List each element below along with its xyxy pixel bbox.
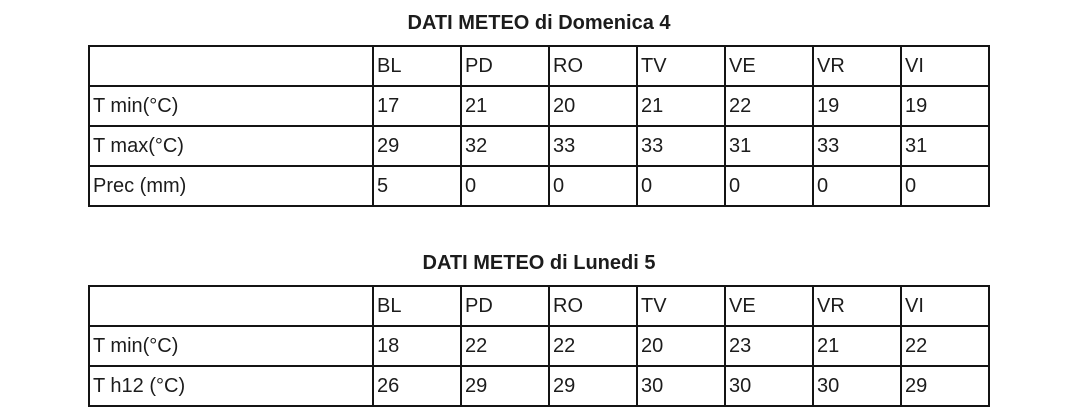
data-cell: 31 <box>900 125 990 167</box>
data-cell: 29 <box>372 125 462 167</box>
data-cell: 0 <box>724 165 814 207</box>
data-cell: 22 <box>724 85 814 127</box>
data-cell: 18 <box>372 325 462 367</box>
header-row: BL PD RO TV VE VR VI <box>88 45 990 87</box>
data-cell: 21 <box>812 325 902 367</box>
data-cell: 0 <box>548 165 638 207</box>
data-cell: 17 <box>372 85 462 127</box>
data-cell: 0 <box>812 165 902 207</box>
data-cell: 0 <box>460 165 550 207</box>
data-cell: 29 <box>548 365 638 407</box>
column-header-cell: TV <box>636 45 726 87</box>
column-header-cell: VI <box>900 285 990 327</box>
data-cell: 0 <box>636 165 726 207</box>
column-header-cell: VE <box>724 45 814 87</box>
column-header-cell: TV <box>636 285 726 327</box>
column-header-cell: BL <box>372 285 462 327</box>
data-cell: 29 <box>900 365 990 407</box>
data-cell: 21 <box>460 85 550 127</box>
column-header-cell: VI <box>900 45 990 87</box>
row-label-cell: T max(°C) <box>88 125 374 167</box>
table-row: T max(°C) 29 32 33 33 31 33 31 <box>88 125 990 167</box>
weather-table-monday: BL PD RO TV VE VR VI T min(°C) 18 22 22 20 23 21 22 T h… <box>88 285 990 407</box>
table-row: T min(°C) 17 21 20 21 22 19 19 <box>88 85 990 127</box>
data-cell: 31 <box>724 125 814 167</box>
data-cell: 0 <box>900 165 990 207</box>
column-header-cell: PD <box>460 45 550 87</box>
column-header-cell: RO <box>548 45 638 87</box>
data-cell: 5 <box>372 165 462 207</box>
row-label-cell: T min(°C) <box>88 325 374 367</box>
data-cell: 19 <box>812 85 902 127</box>
column-header-cell: VR <box>812 285 902 327</box>
header-row: BL PD RO TV VE VR VI <box>88 285 990 327</box>
column-header-cell: VR <box>812 45 902 87</box>
data-cell: 22 <box>900 325 990 367</box>
data-cell: 29 <box>460 365 550 407</box>
column-header-cell: BL <box>372 45 462 87</box>
table-row: T h12 (°C) 26 29 29 30 30 30 29 <box>88 365 990 407</box>
data-cell: 30 <box>636 365 726 407</box>
data-cell: 30 <box>812 365 902 407</box>
data-cell: 33 <box>548 125 638 167</box>
table-title-sunday: DATI METEO di Domenica 4 <box>407 12 671 34</box>
data-cell: 22 <box>548 325 638 367</box>
column-header-cell: RO <box>548 285 638 327</box>
corner-cell <box>88 285 374 327</box>
data-cell: 19 <box>900 85 990 127</box>
data-cell: 33 <box>636 125 726 167</box>
row-label-cell: Prec (mm) <box>88 165 374 207</box>
data-cell: 26 <box>372 365 462 407</box>
data-cell: 20 <box>548 85 638 127</box>
weather-section-monday: DATI METEO di Lunedi 5 BL PD RO TV VE VR VI T m… <box>0 207 1090 407</box>
data-cell: 21 <box>636 85 726 127</box>
data-cell: 23 <box>724 325 814 367</box>
table-row: T min(°C) 18 22 22 20 23 21 22 <box>88 325 990 367</box>
row-label-cell: T h12 (°C) <box>88 365 374 407</box>
data-cell: 30 <box>724 365 814 407</box>
column-header-cell: VE <box>724 285 814 327</box>
data-cell: 22 <box>460 325 550 367</box>
corner-cell <box>88 45 374 87</box>
data-cell: 32 <box>460 125 550 167</box>
table-row: Prec (mm) 5 0 0 0 0 0 0 <box>88 165 990 207</box>
row-label-cell: T min(°C) <box>88 85 374 127</box>
weather-table-sunday: BL PD RO TV VE VR VI T min(°C) 17 21 20 21 22 19 19 T m… <box>88 45 990 207</box>
weather-section-sunday: DATI METEO di Domenica 4 BL PD RO TV VE VR VI T… <box>88 12 990 207</box>
table-title-monday: DATI METEO di Lunedi 5 <box>422 252 656 274</box>
column-header-cell: PD <box>460 285 550 327</box>
data-cell: 20 <box>636 325 726 367</box>
data-cell: 33 <box>812 125 902 167</box>
